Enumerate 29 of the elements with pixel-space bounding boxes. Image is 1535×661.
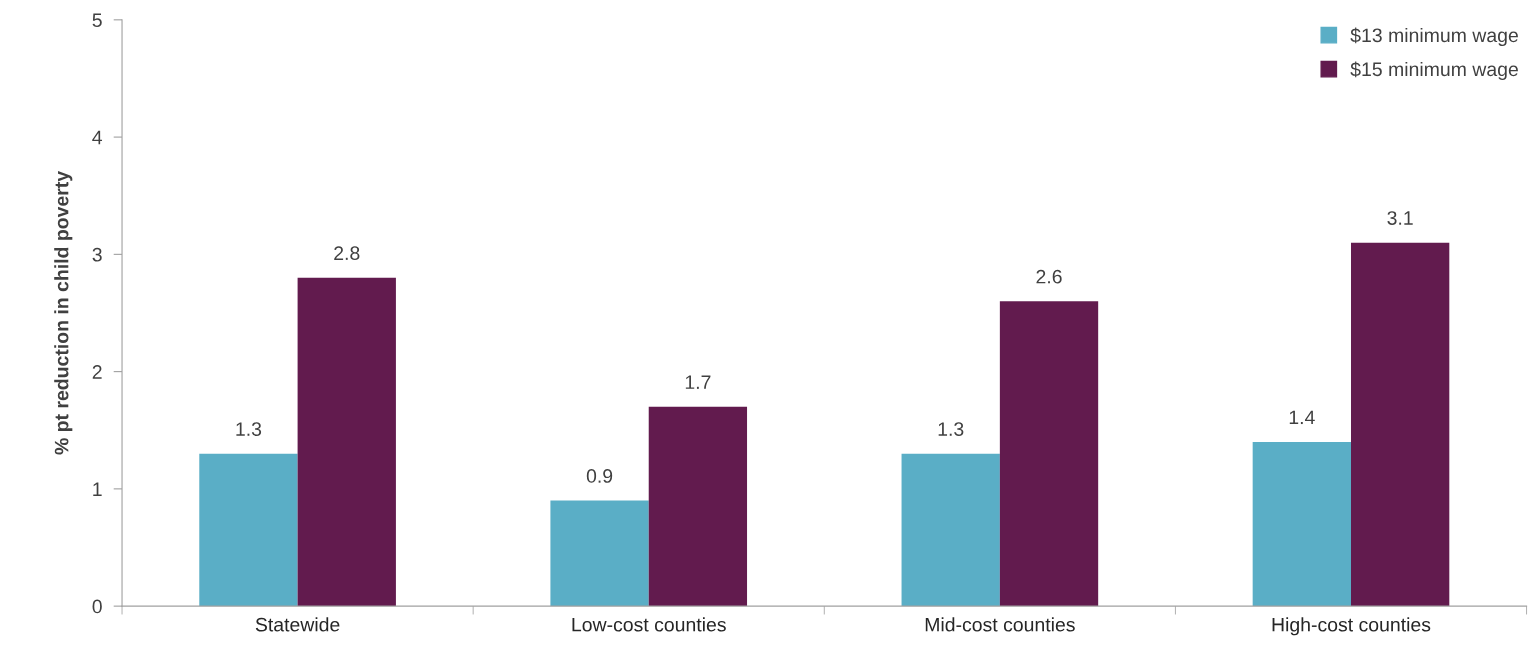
y-tick-label: 0 [92, 599, 102, 614]
data-label: 1.4 [1289, 410, 1315, 425]
data-label: 1.3 [236, 422, 262, 436]
data-label: 2.6 [1036, 269, 1062, 284]
x-tick-label: Mid-cost counties [925, 617, 1075, 632]
x-tick-label: Low-cost counties [572, 617, 726, 632]
bar [901, 453, 1000, 607]
y-tick-label: 3 [92, 247, 102, 262]
data-label: 0.9 [586, 469, 613, 483]
bar [999, 301, 1099, 607]
bar [1350, 242, 1450, 607]
bar [199, 453, 298, 607]
bar [297, 277, 396, 607]
y-tick-label: 1 [93, 482, 102, 496]
legend-label: $13 minimum wage [1350, 27, 1518, 47]
y-axis-title: % pt reduction in child poverty [54, 171, 73, 455]
x-tick-label: High-cost counties [1272, 617, 1431, 636]
data-label: 1.3 [938, 422, 964, 436]
bar [648, 406, 748, 607]
legend-label: $15 minimum wage [1350, 61, 1518, 81]
y-tick-label: 4 [92, 130, 103, 145]
y-tick-label: 5 [92, 13, 102, 28]
data-label: 2.8 [334, 246, 360, 261]
bar [1252, 441, 1351, 607]
data-label: 1.7 [685, 375, 711, 389]
bar [550, 500, 649, 607]
y-tick-label: 2 [92, 365, 102, 379]
data-label: 3.1 [1387, 211, 1413, 225]
x-tick-label: Statewide [255, 617, 340, 632]
